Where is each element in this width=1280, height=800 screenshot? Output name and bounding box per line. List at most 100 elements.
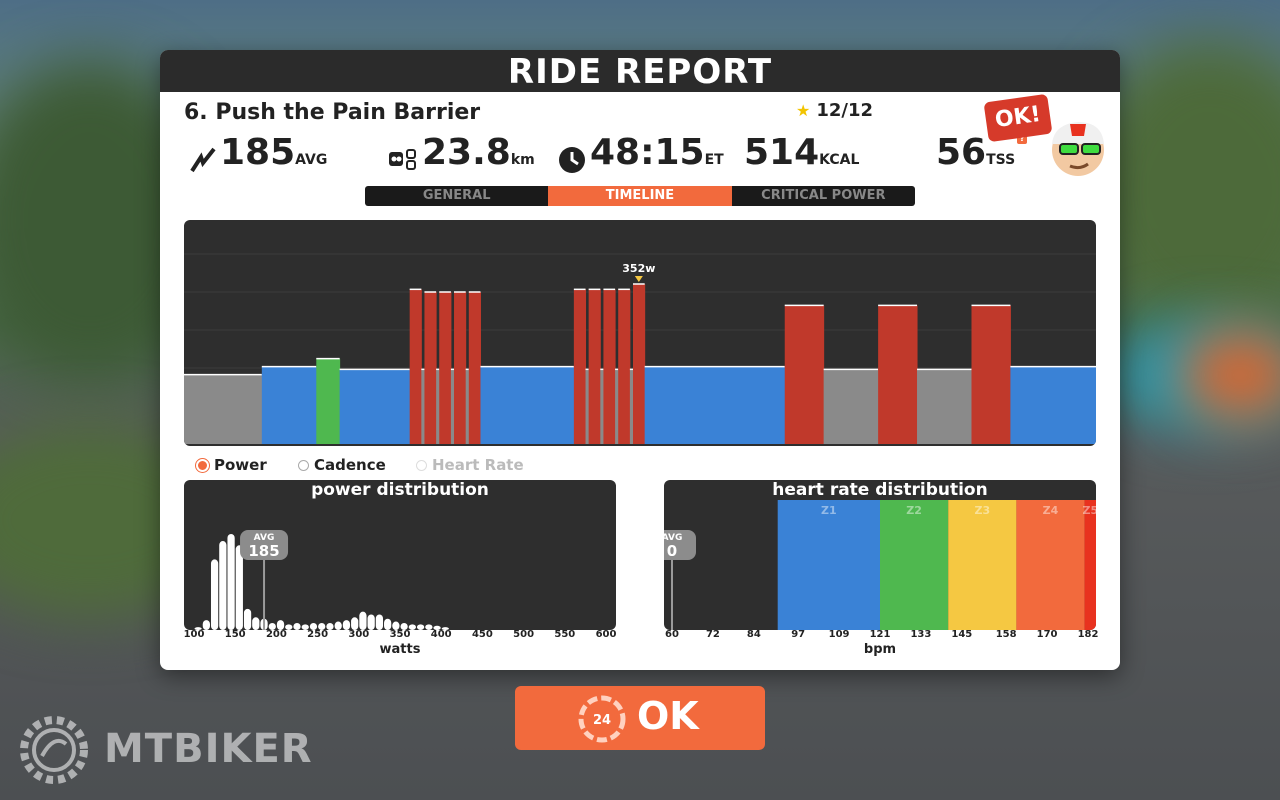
- power-distribution-chart: AVG 185: [184, 480, 616, 630]
- power-histogram-bar: [400, 622, 408, 630]
- power-avg-value: 185: [248, 542, 279, 560]
- tss-unit: TSS: [986, 152, 1016, 168]
- report-title: RIDE REPORT: [160, 50, 1120, 92]
- hr-tick-label: 97: [791, 629, 806, 640]
- hr-tick-label: 72: [705, 629, 720, 640]
- power-histogram-bar: [433, 625, 441, 630]
- timeline-segment: [316, 358, 341, 444]
- power-histogram-bar: [194, 627, 202, 630]
- tab-general[interactable]: GENERAL: [422, 188, 491, 203]
- radio-icon: [416, 460, 427, 471]
- power-unit: AVG: [295, 152, 328, 168]
- power-histogram-bar: [318, 622, 326, 630]
- hr-zone-bar: [777, 500, 880, 630]
- report-tabs: GENERAL TIMELINE CRITICAL POWER: [365, 186, 915, 206]
- power-histogram-bar: [392, 621, 400, 630]
- power-tick-label: 350: [389, 629, 411, 640]
- power-tick-label: 400: [430, 629, 452, 640]
- power-tick-label: 450: [471, 629, 493, 640]
- radio-selected-icon: [196, 459, 209, 472]
- power-histogram-bar: [342, 620, 351, 630]
- energy-value: 514: [744, 132, 820, 173]
- peak-label: 352w: [622, 262, 655, 275]
- timeline-segment: [603, 289, 616, 444]
- power-value: 185: [220, 132, 296, 173]
- power-tick-label: 500: [513, 629, 535, 640]
- ok-badge-text: OK!: [993, 101, 1043, 134]
- streak-badge-text: 24: [593, 713, 611, 728]
- power-tick-label: 250: [307, 629, 329, 640]
- rider-avatar: [1030, 110, 1110, 180]
- distance-value: 23.8: [422, 132, 511, 173]
- time-value: 48:15: [590, 132, 705, 173]
- power-histogram-bar: [252, 617, 260, 630]
- power-histogram-bar: [326, 622, 334, 630]
- ride-report-panel: RIDE REPORT 6. Push the Pain Barrier ★ 12…: [160, 50, 1120, 670]
- hr-zone-label: Z3: [974, 504, 990, 517]
- power-histogram-bar: [425, 624, 433, 630]
- timeline-segment: [588, 289, 601, 444]
- power-avg-label: AVG: [254, 533, 275, 543]
- hr-zone-bar: [880, 500, 949, 630]
- timeline-segment: [644, 366, 786, 444]
- hr-zone-label: Z5: [1082, 504, 1096, 517]
- tab-timeline[interactable]: TIMELINE: [548, 186, 732, 206]
- timeline-segment: [615, 369, 619, 444]
- timeline-segment: [439, 292, 452, 444]
- power-distribution-xlabel: watts: [379, 642, 421, 657]
- gear-logo-icon: [20, 716, 88, 784]
- distance-icon: [389, 148, 416, 170]
- peak-marker-icon: [634, 276, 643, 282]
- hr-tick-label: 121: [869, 629, 891, 640]
- timeline-segment: [468, 292, 481, 444]
- hr-tick-label: 60: [665, 629, 679, 640]
- power-timeline-chart: 352w: [184, 220, 1096, 446]
- timeline-segment: [573, 289, 587, 444]
- timeline-svg: 352w: [184, 253, 1096, 444]
- power-histogram-bar: [351, 617, 359, 630]
- timeline-segment: [409, 289, 422, 444]
- hr-avg-label: AVG: [664, 533, 682, 543]
- power-histogram-bar: [375, 614, 384, 630]
- hr-avg-badge: [664, 530, 696, 560]
- power-histogram-bar: [235, 545, 243, 630]
- tss-value: 56: [936, 132, 987, 173]
- tab-critical-power[interactable]: CRITICAL POWER: [761, 188, 886, 203]
- hr-tick-label: 109: [828, 629, 850, 640]
- power-histogram-bar: [408, 624, 416, 630]
- power-tick-label: 100: [183, 629, 205, 640]
- stat-energy: 514KCAL: [744, 134, 859, 172]
- ok-button[interactable]: 24 OK: [515, 686, 765, 750]
- power-distribution-title: power distribution: [311, 480, 489, 500]
- legend-cadence[interactable]: Cadence: [298, 456, 386, 474]
- hr-zone-bar: [1016, 500, 1085, 630]
- power-histogram-bar: [309, 622, 318, 630]
- energy-unit: KCAL: [819, 152, 860, 168]
- power-histogram-bar: [416, 624, 425, 630]
- stat-tss: 56TSS?: [936, 132, 1028, 173]
- power-histogram-bar: [367, 614, 375, 630]
- timeline-segment: [339, 369, 411, 444]
- power-tick-label: 150: [224, 629, 246, 640]
- power-histogram-bar: [441, 627, 449, 630]
- power-tick-label: 550: [554, 629, 576, 640]
- hr-distribution-title: heart rate distribution: [772, 480, 988, 500]
- power-tick-label: 200: [265, 629, 287, 640]
- hr-tick-label: 182: [1077, 629, 1099, 640]
- workout-name: 6. Push the Pain Barrier: [184, 100, 481, 125]
- legend-cadence-label: Cadence: [314, 456, 386, 474]
- timeline-segment: [585, 369, 590, 444]
- timeline-segment: [633, 284, 646, 444]
- legend-power[interactable]: Power: [196, 456, 267, 474]
- tss-help-icon[interactable]: ?: [1017, 134, 1028, 144]
- timeline-segment: [184, 374, 263, 444]
- legend-heart-rate-label: Heart Rate: [432, 456, 524, 474]
- power-histogram-bar: [202, 620, 210, 630]
- power-histogram-bar: [301, 624, 309, 630]
- timeline-segment: [600, 369, 604, 444]
- timeline-segment: [917, 369, 972, 444]
- power-histogram-bar: [293, 622, 301, 630]
- hr-zone-label: Z1: [821, 504, 837, 517]
- timeline-segment: [823, 369, 879, 444]
- timeline-segment: [618, 289, 631, 444]
